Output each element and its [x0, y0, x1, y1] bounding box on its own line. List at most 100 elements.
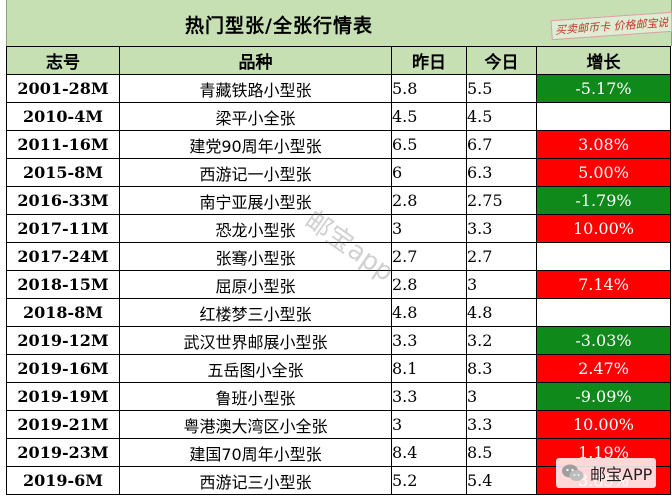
logo: 邮宝APP — [556, 458, 657, 488]
change-cell: 10.00% — [536, 410, 671, 439]
today-cell: 5.5 — [466, 74, 537, 103]
code-cell: 2018-15M — [6, 270, 120, 299]
table-row: 2017-24M 张骞小型张 2.7 2.7 — [6, 242, 671, 271]
yesterday-cell: 3.3 — [391, 382, 467, 411]
change-cell — [536, 102, 671, 131]
yesterday-cell: 4.5 — [391, 102, 467, 131]
seal-stamp: 买卖邮币卡 价格邮宝说 — [550, 11, 672, 41]
name-cell: 西游记三小型张 — [119, 466, 392, 495]
code-cell: 2019-6M — [6, 466, 120, 495]
change-cell: 7.14% — [536, 270, 671, 299]
yesterday-cell: 5.8 — [391, 74, 467, 103]
yesterday-cell: 8.1 — [391, 354, 467, 383]
change-cell: 5.00% — [536, 158, 671, 187]
name-cell: 南宁亚展小型张 — [119, 186, 392, 215]
today-cell: 6.7 — [466, 130, 537, 159]
today-cell: 2.75 — [466, 186, 537, 215]
table-row: 2019-23M 建国70周年小型张 8.4 8.5 1.19% — [6, 438, 671, 467]
today-cell: 4.8 — [466, 298, 537, 327]
today-cell: 3.3 — [466, 410, 537, 439]
name-cell: 青藏铁路小型张 — [119, 74, 392, 103]
yesterday-cell: 5.2 — [391, 466, 467, 495]
name-cell: 恐龙小型张 — [119, 214, 392, 243]
yesterday-cell: 2.8 — [391, 270, 467, 299]
code-cell: 2001-28M — [6, 74, 120, 103]
name-cell: 五岳图小全张 — [119, 354, 392, 383]
today-cell: 3.2 — [466, 326, 537, 355]
yesterday-cell: 2.8 — [391, 186, 467, 215]
name-cell: 张骞小型张 — [119, 242, 392, 271]
today-cell: 8.5 — [466, 438, 537, 467]
header-code: 志号 — [6, 46, 120, 75]
code-cell: 2010-4M — [6, 102, 120, 131]
table-row: 2019-19M 鲁班小型张 3.3 3 -9.09% — [6, 382, 671, 411]
today-cell: 3 — [466, 270, 537, 299]
today-cell: 2.7 — [466, 242, 537, 271]
code-cell: 2017-24M — [6, 242, 120, 271]
code-cell: 2019-16M — [6, 354, 120, 383]
name-cell: 建党90周年小型张 — [119, 130, 392, 159]
yesterday-cell: 4.8 — [391, 298, 467, 327]
today-cell: 8.3 — [466, 354, 537, 383]
change-cell: -9.09% — [536, 382, 671, 411]
yesterday-cell: 6 — [391, 158, 467, 187]
code-cell: 2019-21M — [6, 410, 120, 439]
today-cell: 6.3 — [466, 158, 537, 187]
code-cell: 2019-23M — [6, 438, 120, 467]
code-cell: 2016-33M — [6, 186, 120, 215]
change-cell: -1.79% — [536, 186, 671, 215]
name-cell: 红楼梦三小型张 — [119, 298, 392, 327]
header-name: 品种 — [119, 46, 392, 75]
name-cell: 粤港澳大湾区小全张 — [119, 410, 392, 439]
yesterday-cell: 2.7 — [391, 242, 467, 271]
today-cell: 3 — [466, 382, 537, 411]
change-cell — [536, 242, 671, 271]
header-yesterday: 昨日 — [391, 46, 467, 75]
yesterday-cell: 3.3 — [391, 326, 467, 355]
name-cell: 西游记一小型张 — [119, 158, 392, 187]
table-row: 2010-4M 梁平小全张 4.5 4.5 — [6, 102, 671, 131]
table-row: 2015-8M 西游记一小型张 6 6.3 5.00% — [6, 158, 671, 187]
table-row: 2019-16M 五岳图小全张 8.1 8.3 2.47% — [6, 354, 671, 383]
change-cell — [536, 298, 671, 327]
change-cell: -5.17% — [536, 74, 671, 103]
table-row: 2016-33M 南宁亚展小型张 2.8 2.75 -1.79% — [6, 186, 671, 215]
yesterday-cell: 3 — [391, 214, 467, 243]
title-bar: 热门型张/全张行情表 买卖邮币卡 价格邮宝说 — [6, 0, 672, 46]
change-cell: 2.47% — [536, 354, 671, 383]
code-cell: 2018-8M — [6, 298, 120, 327]
yesterday-cell: 3 — [391, 410, 467, 439]
table-row: 2018-8M 红楼梦三小型张 4.8 4.8 — [6, 298, 671, 327]
today-cell: 5.4 — [466, 466, 537, 495]
table-row: 2001-28M 青藏铁路小型张 5.8 5.5 -5.17% — [6, 74, 671, 103]
header-change: 增长 — [536, 46, 671, 75]
change-cell: 10.00% — [536, 214, 671, 243]
page-title: 热门型张/全张行情表 — [185, 15, 373, 37]
code-cell: 2015-8M — [6, 158, 120, 187]
change-cell: -3.03% — [536, 326, 671, 355]
wechat-icon — [562, 464, 584, 481]
code-cell: 2019-19M — [6, 382, 120, 411]
code-cell: 2011-16M — [6, 130, 120, 159]
name-cell: 建国70周年小型张 — [119, 438, 392, 467]
name-cell: 梁平小全张 — [119, 102, 392, 131]
name-cell: 屈原小型张 — [119, 270, 392, 299]
price-table: 志号 品种 昨日 今日 增长 2001-28M 青藏铁路小型张 5.8 5.5 -5.1… — [6, 46, 671, 495]
name-cell: 武汉世界邮展小型张 — [119, 326, 392, 355]
yesterday-cell: 8.4 — [391, 438, 467, 467]
code-cell: 2019-12M — [6, 326, 120, 355]
yesterday-cell: 6.5 — [391, 130, 467, 159]
table-row: 2019-21M 粤港澳大湾区小全张 3 3.3 10.00% — [6, 410, 671, 439]
code-cell: 2017-11M — [6, 214, 120, 243]
table-row: 2011-16M 建党90周年小型张 6.5 6.7 3.08% — [6, 130, 671, 159]
table-row: 2017-11M 恐龙小型张 3 3.3 10.00% — [6, 214, 671, 243]
change-cell: 3.08% — [536, 130, 671, 159]
logo-text: 邮宝APP — [590, 465, 653, 484]
header-row: 志号 品种 昨日 今日 增长 — [6, 46, 671, 75]
name-cell: 鲁班小型张 — [119, 382, 392, 411]
table-row: 2019-12M 武汉世界邮展小型张 3.3 3.2 -3.03% — [6, 326, 671, 355]
today-cell: 4.5 — [466, 102, 537, 131]
table-row: 2018-15M 屈原小型张 2.8 3 7.14% — [6, 270, 671, 299]
today-cell: 3.3 — [466, 214, 537, 243]
